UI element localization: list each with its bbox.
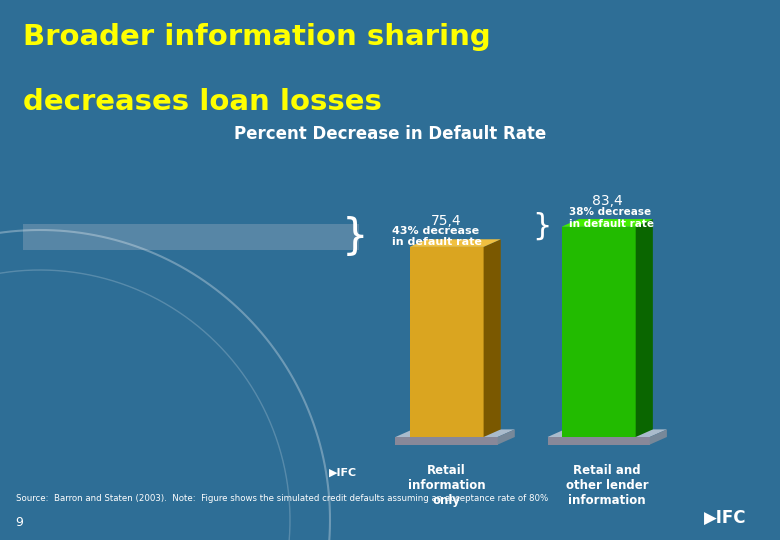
Text: Retail
information
only: Retail information only bbox=[408, 464, 485, 507]
Polygon shape bbox=[650, 429, 667, 444]
Text: decreases loan losses: decreases loan losses bbox=[23, 87, 382, 116]
Polygon shape bbox=[498, 429, 515, 444]
Text: 9: 9 bbox=[16, 516, 23, 529]
Text: Percent Decrease in Default Rate: Percent Decrease in Default Rate bbox=[234, 125, 546, 143]
Polygon shape bbox=[562, 227, 636, 437]
Text: ▶IFC: ▶IFC bbox=[704, 509, 746, 526]
Bar bbox=[23, 224, 359, 249]
Polygon shape bbox=[410, 239, 501, 247]
Text: }: } bbox=[342, 215, 368, 258]
Polygon shape bbox=[395, 429, 515, 437]
Polygon shape bbox=[636, 219, 653, 437]
Polygon shape bbox=[548, 429, 667, 437]
Text: }: } bbox=[533, 212, 551, 241]
Text: Source:  Barron and Staten (2003).  Note:  Figure shows the simulated credit def: Source: Barron and Staten (2003). Note: … bbox=[16, 494, 548, 503]
Text: 75,4: 75,4 bbox=[431, 214, 462, 228]
Polygon shape bbox=[548, 437, 650, 444]
Polygon shape bbox=[410, 247, 484, 437]
Polygon shape bbox=[484, 239, 501, 437]
Polygon shape bbox=[395, 437, 498, 444]
Text: 38% decrease
in default rate: 38% decrease in default rate bbox=[569, 207, 654, 229]
Text: Broader information sharing: Broader information sharing bbox=[23, 23, 491, 51]
Polygon shape bbox=[562, 219, 653, 227]
Text: 43% decrease
in default rate: 43% decrease in default rate bbox=[392, 226, 482, 247]
Text: ▶IFC: ▶IFC bbox=[329, 468, 357, 478]
Text: Retail and
other lender
information: Retail and other lender information bbox=[566, 464, 648, 507]
Text: 83,4: 83,4 bbox=[592, 194, 622, 208]
